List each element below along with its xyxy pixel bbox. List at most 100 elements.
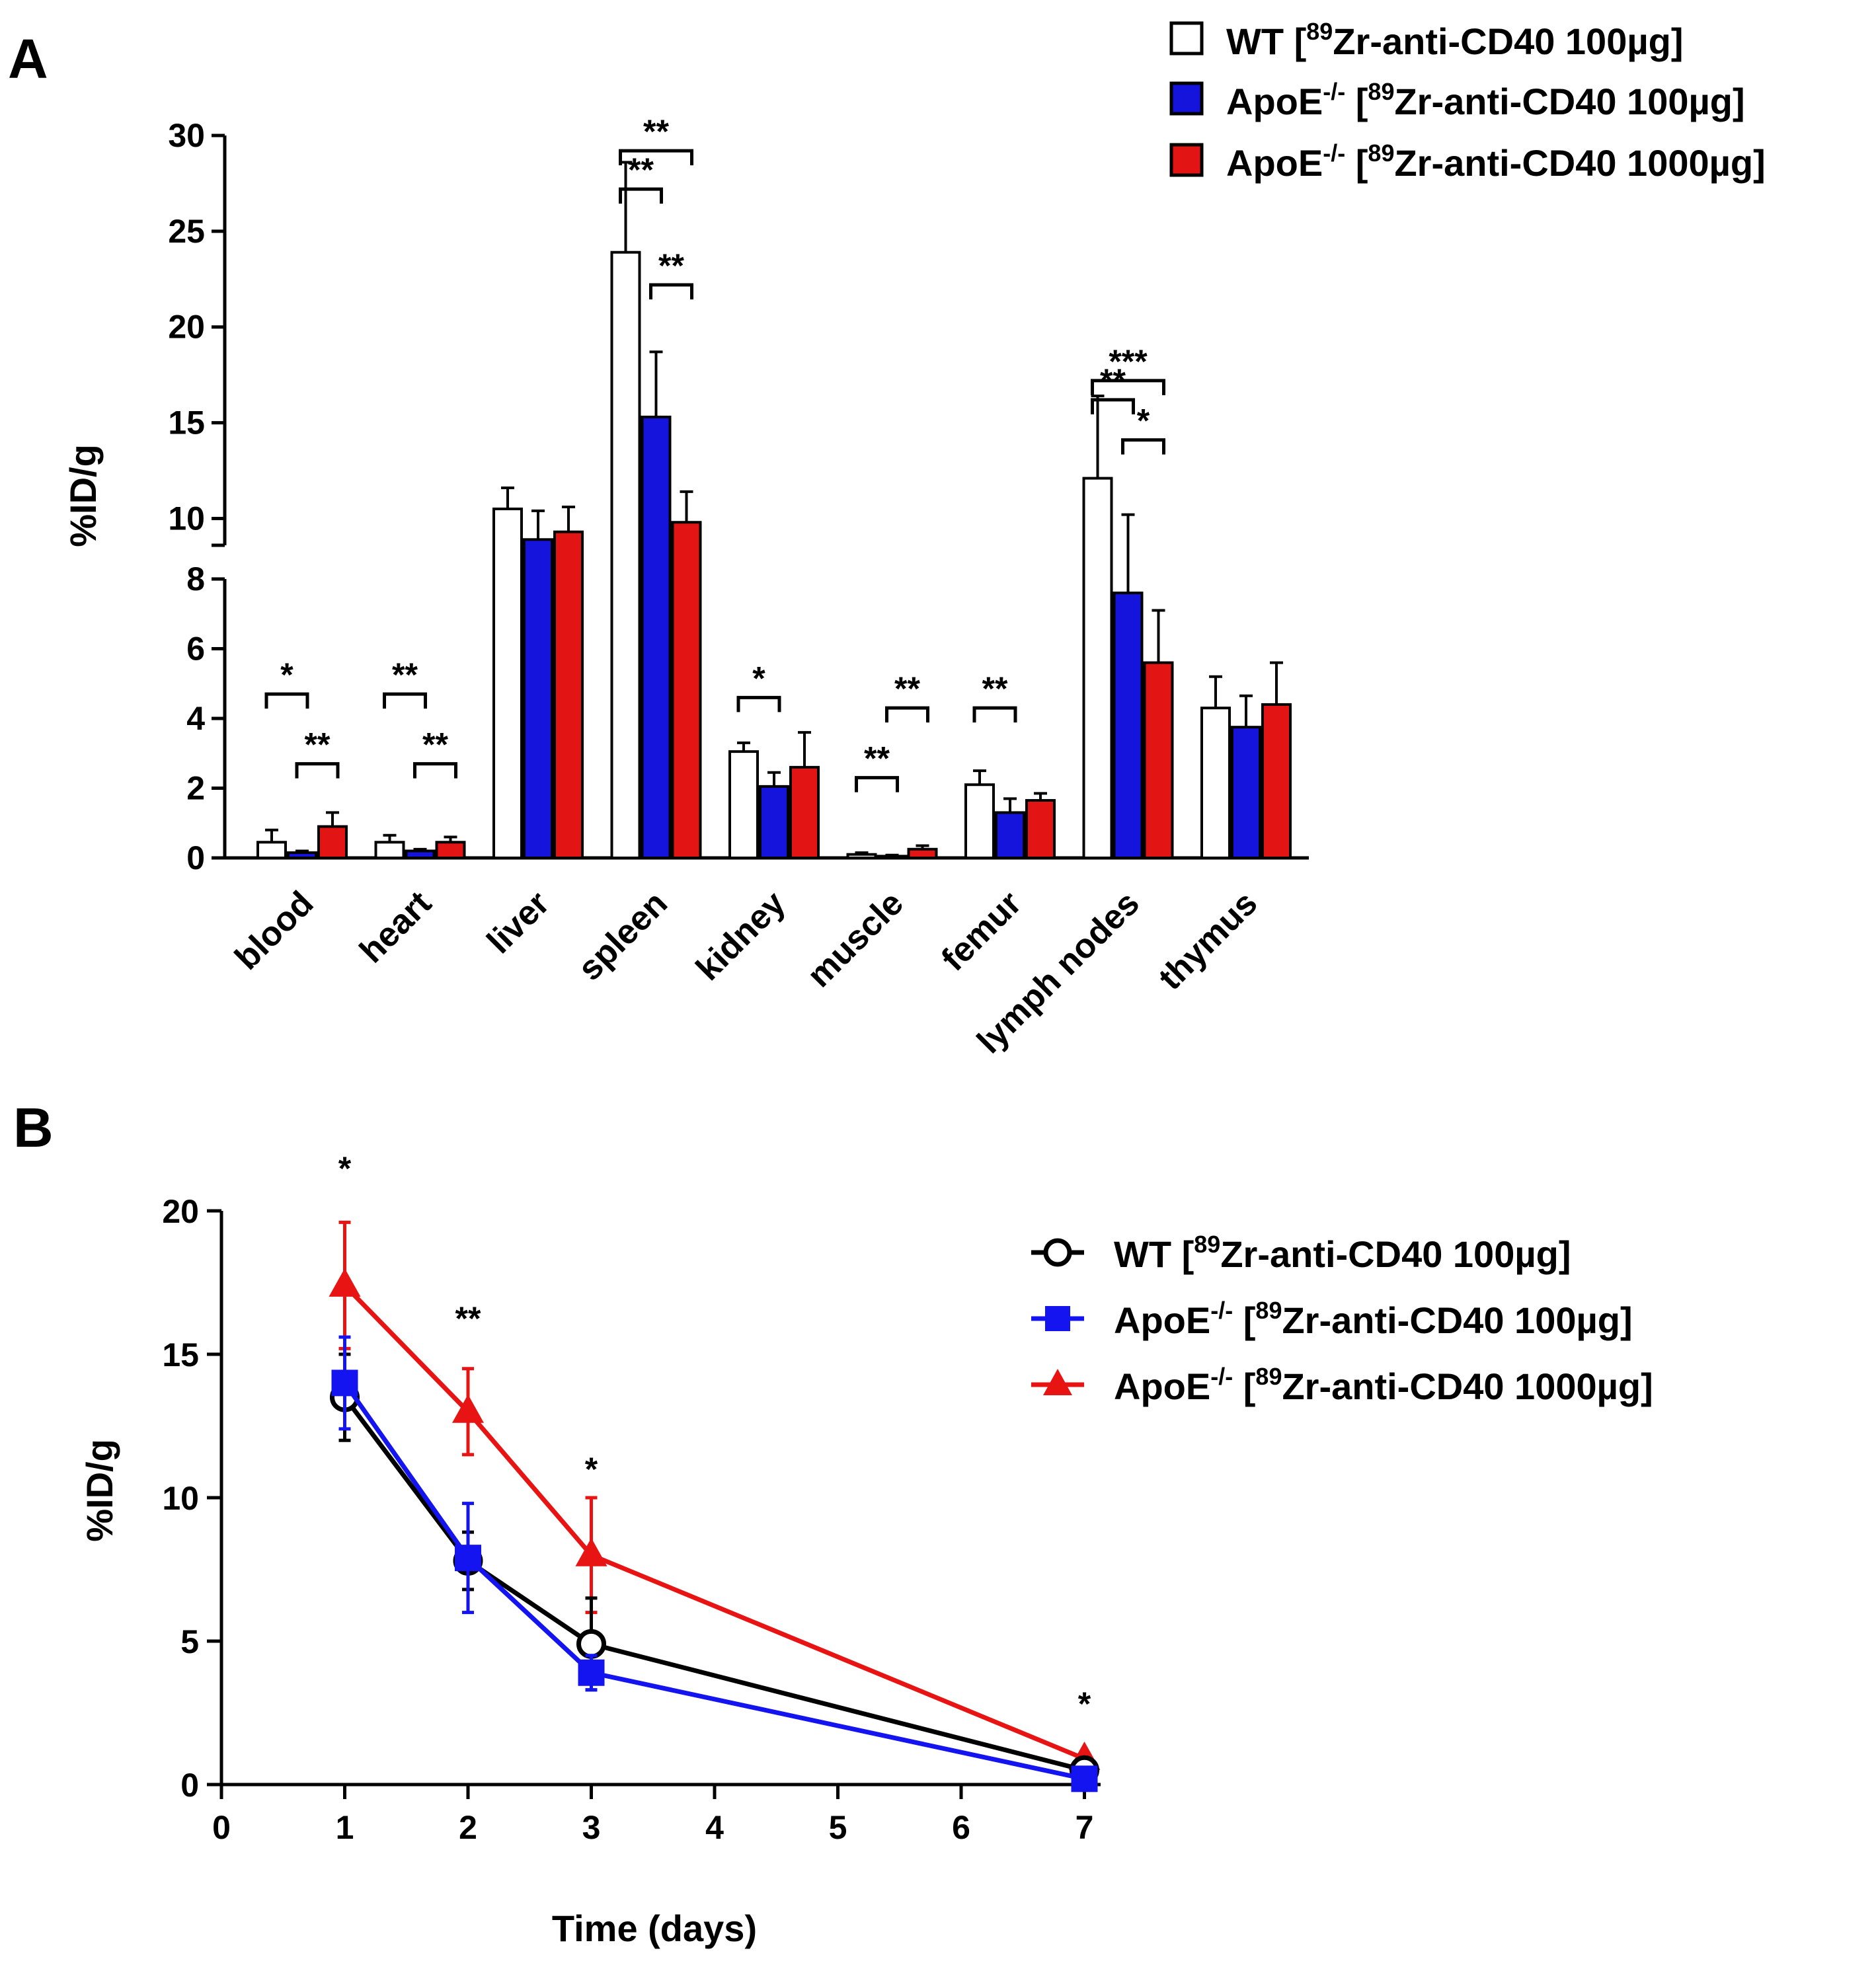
data-point-apoe-100 [1071,1765,1098,1792]
y-tick-label: 10 [168,500,205,537]
y-tick-label: 0 [180,1767,199,1804]
significance-bracket [619,187,663,204]
data-point-apoe-1000 [575,1537,607,1566]
x-tick-label: 7 [1075,1809,1094,1846]
category-label-thymus: thymus [1152,884,1265,997]
significance-label: ** [894,670,920,707]
data-point-apoe-100 [331,1369,358,1397]
bar-blood-2 [317,825,348,860]
y-tick-label: 5 [180,1623,199,1660]
significance-bracket [619,149,693,166]
x-tick-label: 5 [829,1809,847,1846]
y-tick-label: 15 [162,1336,199,1373]
bar-spleen-2 [671,521,702,859]
bar-liver-2 [553,530,584,859]
bar-kidney-0 [728,750,759,860]
panel-a-label: A [8,28,48,90]
bar-kidney-1 [759,785,789,860]
bar-spleen-1 [641,415,672,859]
bar-lymph-nodes-0 [1082,477,1113,859]
significance-bracket [295,762,340,779]
y-tick-label: 6 [186,631,205,668]
significance-bracket [1091,379,1165,395]
data-point-apoe-100 [578,1659,605,1686]
legend-b-0-label: WT [89Zr-anti-CD40 100µg] [1114,1231,1571,1275]
significance-label: ** [305,726,331,763]
category-label-blood: blood [227,884,321,977]
category-label-muscle: muscle [800,884,911,995]
data-point-apoe-1000 [329,1268,361,1297]
legend-b-2-label: ApoE-/- [89Zr-anti-CD40 1000µg] [1114,1363,1653,1407]
y-tick-label: 8 [186,560,205,597]
significance-bracket [736,695,781,712]
significance-label: * [280,656,293,693]
bar-spleen-0 [610,250,641,860]
series-line-2 [342,1284,1085,1761]
y-tick-label: 2 [186,770,205,807]
bar-liver-0 [492,507,523,859]
significance-label: ** [1100,362,1126,399]
bar-heart-2 [435,841,466,859]
category-label-spleen: spleen [570,884,674,987]
legend-swatch-2 [1169,143,1204,177]
significance-label: * [1137,403,1150,440]
panel-a: A 0 2 4 6 8 10 15 20 25 30 %ID/g blood heart liver spl… [8,18,1766,1061]
significance-label: *** [1109,343,1148,380]
bar-kidney-2 [789,765,820,859]
legend-a-2-label: ApoE-/- [89Zr-anti-CD40 1000µg] [1226,139,1766,184]
x-tick-label: 1 [336,1809,354,1846]
significance-bracket [1091,398,1135,414]
significance-bracket [413,762,457,779]
legend-marker-1 [1045,1306,1070,1331]
bar-blood-0 [256,841,287,859]
panel-b-label: B [13,1097,54,1159]
significance-label: * [585,1451,598,1488]
bar-heart-1 [405,849,436,859]
y-tick-label: 20 [162,1193,199,1230]
x-tick-label: 6 [952,1809,970,1846]
bar-muscle-0 [846,853,877,859]
legend-swatch-1 [1169,81,1204,116]
bar-thymus-1 [1231,726,1261,859]
x-tick-label: 4 [705,1809,724,1846]
y-tick-label: 15 [168,404,205,442]
significance-label: ** [658,247,684,284]
y-tick-label: 4 [186,700,205,737]
significance-label: ** [643,113,669,150]
significance-label: * [338,1150,352,1187]
bar-heart-0 [374,841,405,859]
y-tick-label: 20 [168,309,205,346]
y-tick-label: 25 [168,213,205,250]
x-tick-label: 3 [582,1809,601,1846]
bar-femur-2 [1025,798,1056,860]
x-tick-label: 2 [459,1809,477,1846]
significance-label: ** [628,151,654,188]
significance-label: ** [422,726,448,763]
significance-bracket [855,776,899,792]
legend-marker-2 [1043,1369,1072,1395]
y-axis-title: %ID/g [79,1439,120,1542]
significance-bracket [972,706,1017,723]
bar-liver-1 [523,538,553,859]
bar-femur-0 [964,783,995,859]
significance-label: ** [455,1300,481,1337]
significance-label: ** [864,740,890,777]
category-label-kidney: kidney [689,884,793,988]
significance-label: * [1078,1685,1091,1722]
significance-bracket [1121,438,1165,455]
significance-bracket [383,692,427,709]
y-axis-title: %ID/g [62,444,104,547]
bar-lymph-nodes-2 [1143,661,1174,859]
series-line-0 [342,1395,1085,1773]
legend-a-0-label: WT [89Zr-anti-CD40 100µg] [1226,18,1683,62]
x-axis-title: Time (days) [552,1907,757,1949]
legend-a-1-label: ApoE-/- [89Zr-anti-CD40 100µg] [1226,78,1745,122]
legend-swatch-0 [1169,21,1204,56]
significance-label: ** [392,656,418,693]
series-line-1 [342,1381,1085,1781]
data-point-wt [576,1629,606,1659]
bar-lymph-nodes-1 [1113,592,1144,859]
legend-marker-0 [1043,1238,1072,1267]
y-tick-label: 30 [168,117,205,154]
